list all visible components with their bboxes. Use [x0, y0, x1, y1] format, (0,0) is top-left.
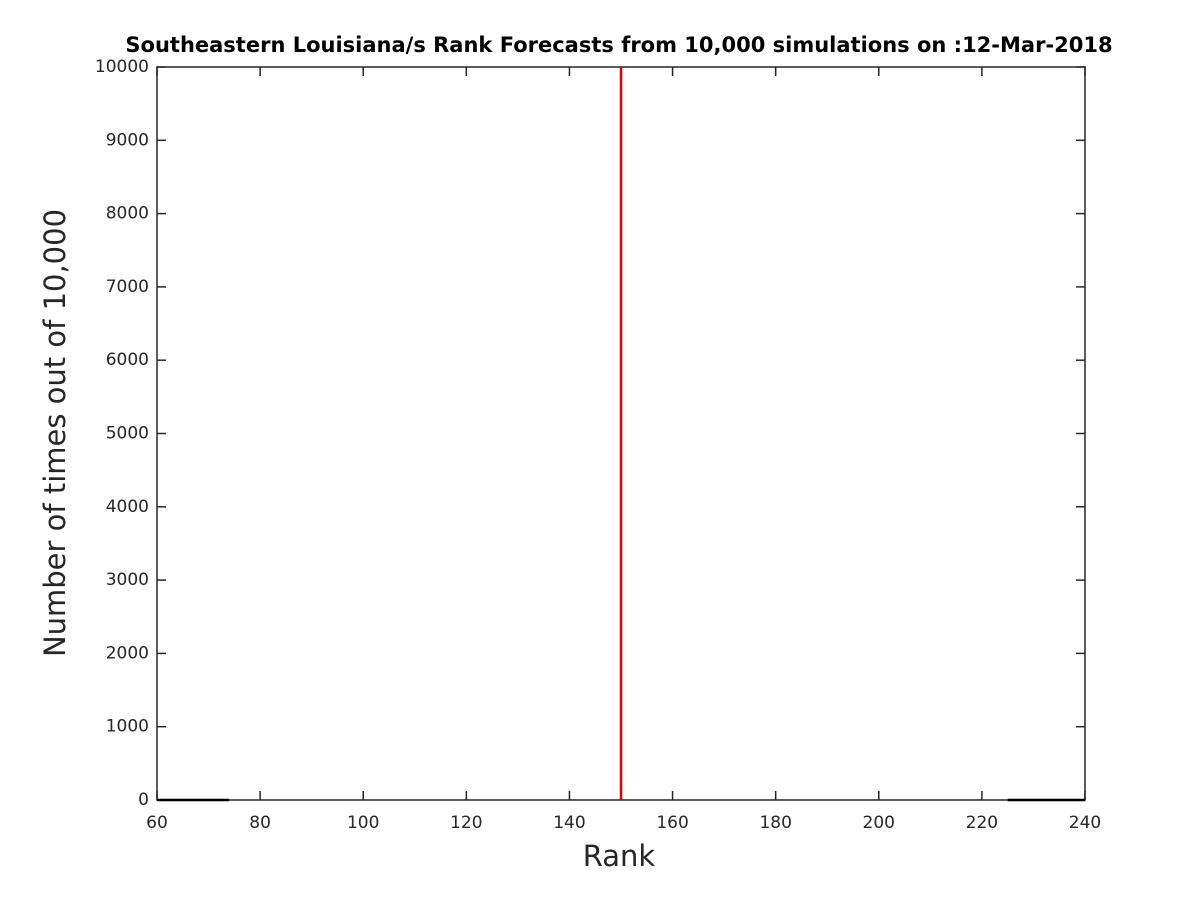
y-tick-label: 7000	[106, 277, 149, 297]
y-axis-label: Number of times out of 10,000	[38, 209, 72, 657]
x-axis-label: Rank	[583, 839, 656, 873]
x-tick-label: 180	[759, 813, 791, 833]
y-tick-label: 6000	[106, 350, 149, 370]
y-tick-label: 5000	[106, 424, 149, 444]
x-tick-label: 160	[656, 813, 688, 833]
y-tick-label: 0	[138, 790, 149, 810]
x-tick-label: 120	[450, 813, 482, 833]
x-tick-label: 100	[347, 813, 379, 833]
y-tick-label: 4000	[106, 497, 149, 517]
y-tick-label: 3000	[106, 570, 149, 590]
x-tick-label: 80	[249, 813, 271, 833]
y-tick-label: 9000	[106, 130, 149, 150]
y-tick-label: 2000	[106, 643, 149, 663]
x-tick-label: 60	[146, 813, 168, 833]
y-tick-label: 8000	[106, 204, 149, 224]
x-tick-label: 240	[1069, 813, 1101, 833]
x-tick-label: 200	[863, 813, 895, 833]
x-tick-label: 220	[966, 813, 998, 833]
x-tick-label: 140	[553, 813, 585, 833]
y-tick-label: 1000	[106, 717, 149, 737]
chart-title: Southeastern Louisiana/s Rank Forecasts …	[125, 33, 1112, 57]
y-tick-label: 10000	[95, 57, 149, 77]
